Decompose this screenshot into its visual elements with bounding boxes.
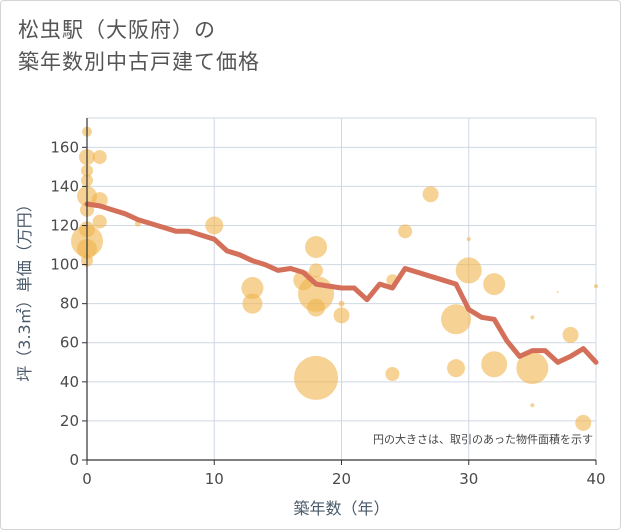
- y-axis-label: 坪（3.3㎡）単価（万円）: [15, 196, 34, 381]
- data-point: [309, 263, 324, 278]
- data-point: [338, 300, 345, 307]
- data-point: [333, 307, 350, 324]
- chart-title: 松虫駅（大阪府）の 築年数別中古戸建て価格: [18, 14, 260, 78]
- bubbles: [71, 126, 598, 431]
- data-point: [241, 277, 264, 300]
- y-tick-label: 20: [60, 412, 79, 430]
- data-point: [594, 284, 598, 289]
- data-point: [307, 298, 326, 317]
- data-point: [562, 326, 579, 343]
- data-point: [466, 237, 471, 242]
- x-tick-label: 0: [82, 470, 92, 488]
- x-tick-label: 10: [205, 470, 224, 488]
- data-point: [305, 235, 328, 258]
- y-tick-label: 120: [50, 216, 79, 234]
- y-tick-label: 140: [50, 177, 79, 195]
- average-line-group: [84, 201, 599, 365]
- x-axis-label: 築年数（年）: [293, 499, 389, 518]
- x-tick-label: 20: [332, 470, 351, 488]
- data-point: [455, 257, 482, 284]
- data-point: [205, 216, 224, 235]
- y-tick-label: 40: [60, 373, 79, 391]
- data-point: [516, 352, 549, 385]
- y-tick-label: 160: [50, 138, 79, 156]
- data-point: [92, 214, 107, 229]
- data-point: [556, 290, 559, 293]
- data-point: [481, 351, 508, 378]
- data-point: [483, 273, 506, 296]
- y-tick-label: 60: [60, 334, 79, 352]
- y-tick-label: 80: [60, 295, 79, 313]
- data-point: [294, 355, 339, 400]
- data-point: [575, 414, 592, 431]
- data-point: [242, 293, 263, 314]
- average-line: [84, 201, 599, 365]
- x-tick-label: 40: [586, 470, 605, 488]
- data-point: [92, 150, 107, 165]
- chart-title-line1: 松虫駅（大阪府）の: [18, 18, 216, 42]
- data-point: [385, 367, 400, 382]
- data-point: [441, 304, 472, 335]
- y-tick-label: 0: [69, 451, 79, 469]
- x-tick-label: 30: [459, 470, 478, 488]
- chart-title-line2: 築年数別中古戸建て価格: [18, 50, 260, 74]
- data-point: [398, 224, 413, 239]
- data-point: [530, 403, 535, 408]
- data-point: [530, 315, 535, 320]
- axes: 0 20 40 60 80 100 120 140 160 0 10 20 30 40: [50, 118, 606, 488]
- data-point: [422, 186, 439, 203]
- y-tick-label: 100: [50, 256, 79, 274]
- data-point: [447, 359, 466, 378]
- size-note: 円の大きさは、取引のあった物件面積を示す: [373, 432, 593, 446]
